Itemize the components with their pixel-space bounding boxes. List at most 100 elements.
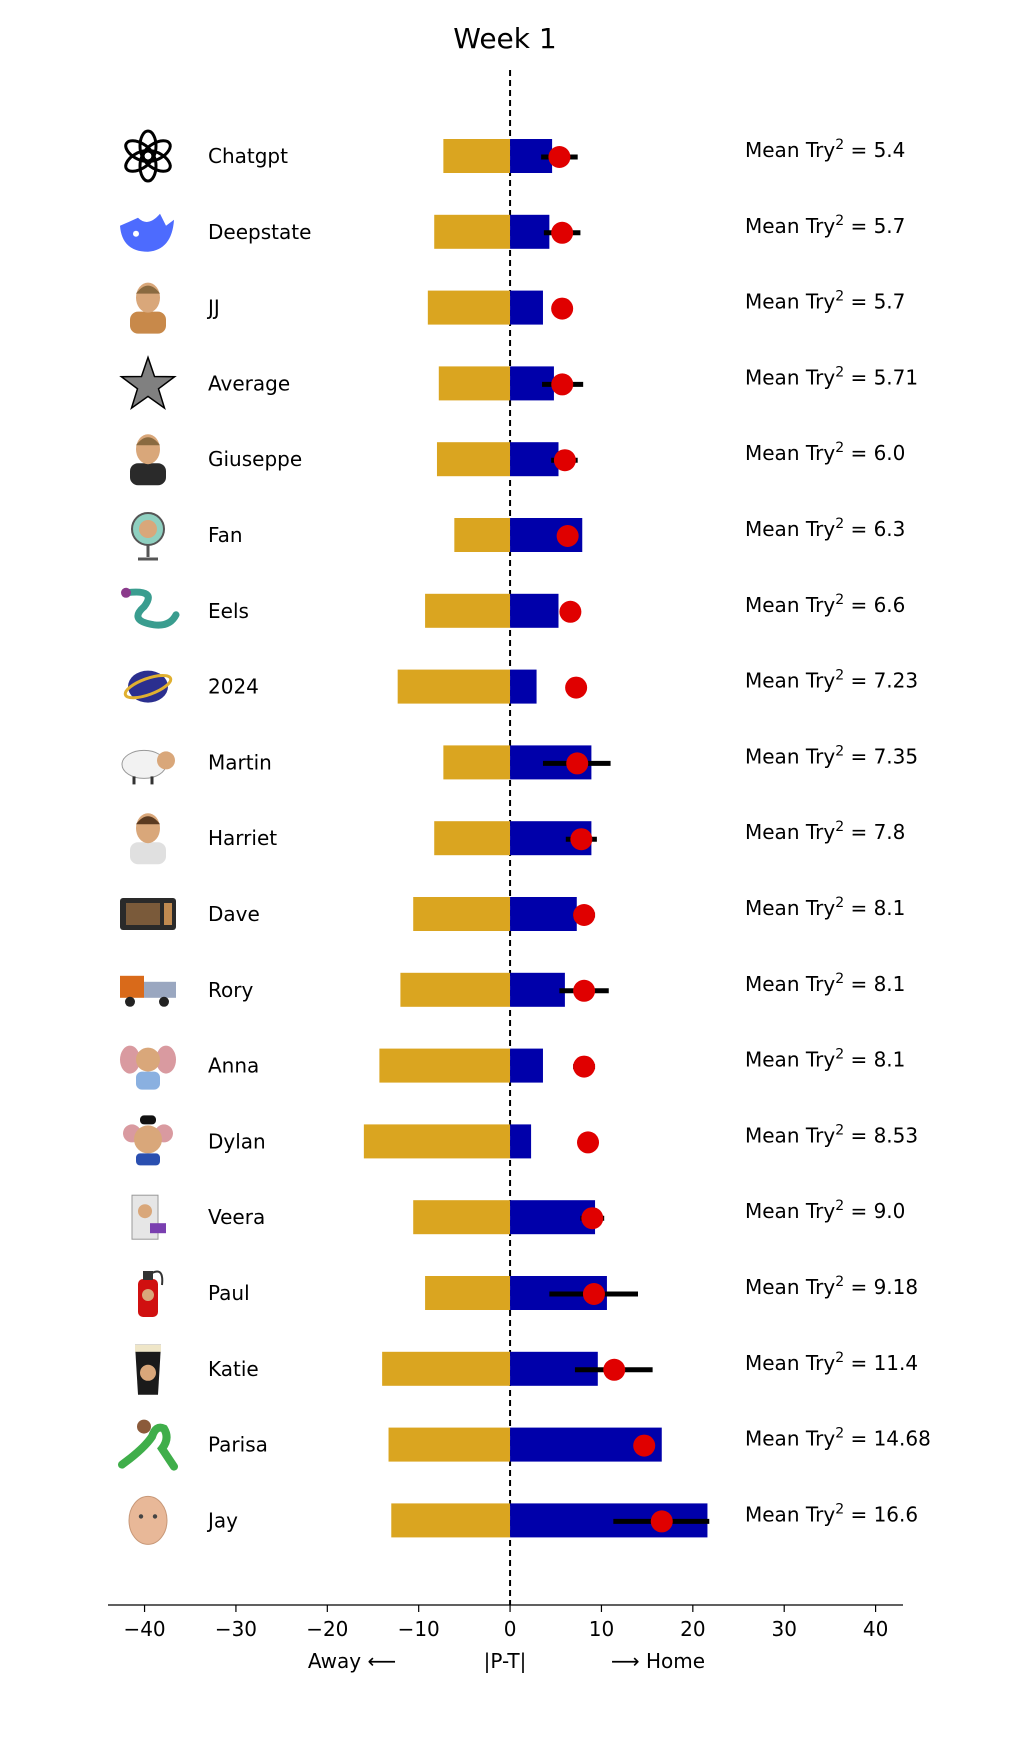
- row-name-label: Eels: [208, 599, 249, 623]
- away-bar: [388, 1427, 511, 1462]
- away-bar: [391, 1503, 511, 1538]
- row-dave: Dave Mean Try2 = 8.1: [120, 895, 905, 931]
- mean-annotation: Mean Try2 = 7.35: [745, 743, 918, 768]
- x-tick-label: 0: [504, 1617, 517, 1641]
- microwave-icon: [120, 898, 176, 930]
- truck-icon: [120, 975, 176, 1007]
- away-bar: [400, 972, 511, 1007]
- home-bar: [510, 214, 550, 249]
- mean-marker: [573, 1055, 596, 1078]
- home-bar: [510, 593, 559, 628]
- away-bar: [413, 1200, 511, 1235]
- mean-marker: [565, 676, 588, 699]
- mean-marker: [551, 221, 574, 244]
- mean-marker: [559, 600, 582, 623]
- row-name-label: Parisa: [208, 1433, 268, 1457]
- away-bar: [379, 1048, 511, 1083]
- mean-marker: [570, 828, 593, 851]
- x-tick-label: 30: [771, 1617, 796, 1641]
- row-martin: Martin Mean Try2 = 7.35: [121, 743, 918, 785]
- sheep-icon: [121, 749, 175, 785]
- pint-glass-icon: [135, 1344, 161, 1395]
- child-face-icon: [128, 1495, 168, 1545]
- row-name-label: Paul: [208, 1281, 250, 1305]
- elephant-icon: [120, 1045, 176, 1090]
- eel-icon: [121, 587, 180, 629]
- mean-annotation: Mean Try2 = 11.4: [745, 1350, 918, 1375]
- mean-marker: [566, 752, 589, 775]
- mean-annotation: Mean Try2 = 5.7: [745, 289, 905, 314]
- mean-annotation: Mean Try2 = 5.7: [745, 213, 905, 238]
- computer-icon: [131, 1194, 166, 1240]
- home-bar: [510, 442, 559, 477]
- row-deepstate: Deepstate Mean Try2 = 5.7: [120, 213, 905, 252]
- mean-annotation: Mean Try2 = 16.6: [745, 1501, 918, 1526]
- grey-star-icon: [119, 355, 177, 410]
- mean-annotation: Mean Try2 = 6.6: [745, 592, 905, 617]
- mean-marker: [551, 373, 574, 396]
- dinosaur-icon: [118, 1419, 178, 1471]
- row-eels: Eels Mean Try2 = 6.6: [121, 587, 905, 629]
- mean-annotation: Mean Try2 = 6.0: [745, 440, 905, 465]
- mean-marker: [650, 1510, 673, 1533]
- mean-annotation: Mean Try2 = 7.23: [745, 668, 918, 693]
- home-bar: [510, 669, 537, 704]
- away-bar: [425, 1276, 511, 1310]
- mean-marker: [577, 1131, 600, 1154]
- mean-annotation: Mean Try2 = 8.1: [745, 895, 905, 920]
- row-jay: Jay Mean Try2 = 16.6: [128, 1495, 918, 1545]
- rows-layer: Chatgpt Mean Try2 = 5.4 Deepstate Mean Try2…: [118, 70, 931, 1605]
- x-tick-label: 10: [589, 1617, 614, 1641]
- fire-extinguisher-icon: [138, 1270, 164, 1317]
- away-bar: [425, 593, 511, 628]
- x-tick-label: 40: [863, 1617, 888, 1641]
- x-axis: −40 −30 −20 −10 0 10 20 30 40: [108, 1604, 903, 1641]
- row-name-label: Deepstate: [208, 220, 311, 244]
- mean-marker: [573, 904, 596, 926]
- row-name-label: Veera: [208, 1205, 265, 1229]
- mean-annotation: Mean Try2 = 14.68: [745, 1426, 931, 1451]
- row-name-label: Fan: [208, 523, 243, 547]
- x-tick-label: −20: [306, 1617, 348, 1641]
- home-bar: [510, 1124, 532, 1159]
- away-bar: [434, 214, 511, 249]
- row-anna: Anna Mean Try2 = 8.1: [120, 1045, 905, 1090]
- away-bar: [382, 1351, 511, 1386]
- row-harriet: Harriet Mean Try2 = 7.8: [130, 813, 905, 865]
- mean-marker: [548, 146, 571, 168]
- x-tick-label: −40: [123, 1617, 165, 1641]
- mean-annotation: Mean Try2 = 5.4: [745, 137, 905, 162]
- away-bar: [397, 669, 511, 704]
- row-name-label: Dylan: [208, 1129, 266, 1153]
- row-2024: 2024 Mean Try2 = 7.23: [123, 668, 918, 704]
- row-parisa: Parisa Mean Try2 = 14.68: [118, 1419, 931, 1471]
- mean-annotation: Mean Try2 = 6.3: [745, 516, 905, 541]
- row-dylan: Dylan Mean Try2 = 8.53: [123, 1115, 918, 1166]
- row-name-label: Katie: [208, 1357, 259, 1381]
- mean-annotation: Mean Try2 = 7.8: [745, 819, 905, 844]
- x-tick-label: 20: [680, 1617, 705, 1641]
- row-giuseppe: Giuseppe Mean Try2 = 6.0: [130, 434, 905, 486]
- row-name-label: Average: [208, 371, 290, 395]
- row-name-label: Dave: [208, 902, 260, 926]
- chart-title: Week 1: [453, 22, 556, 55]
- away-bar: [436, 442, 511, 477]
- away-bar: [454, 518, 511, 552]
- row-chatgpt: Chatgpt Mean Try2 = 5.4: [124, 129, 905, 183]
- mean-marker: [581, 1207, 604, 1230]
- row-name-label: Rory: [208, 978, 253, 1002]
- home-bar: [510, 972, 565, 1007]
- row-name-label: Harriet: [208, 826, 277, 850]
- row-name-label: Chatgpt: [208, 144, 288, 168]
- row-name-label: JJ: [206, 296, 220, 320]
- xlabel-home: ⟶ Home: [611, 1649, 705, 1673]
- row-name-label: 2024: [208, 675, 259, 699]
- mean-marker: [603, 1358, 626, 1381]
- man-with-dog-icon: [130, 282, 166, 334]
- mean-annotation: Mean Try2 = 5.71: [745, 364, 918, 389]
- mean-marker: [556, 525, 579, 547]
- bearded-man-icon: [130, 434, 166, 486]
- mean-annotation: Mean Try2 = 8.1: [745, 1047, 905, 1072]
- away-bar: [434, 821, 511, 856]
